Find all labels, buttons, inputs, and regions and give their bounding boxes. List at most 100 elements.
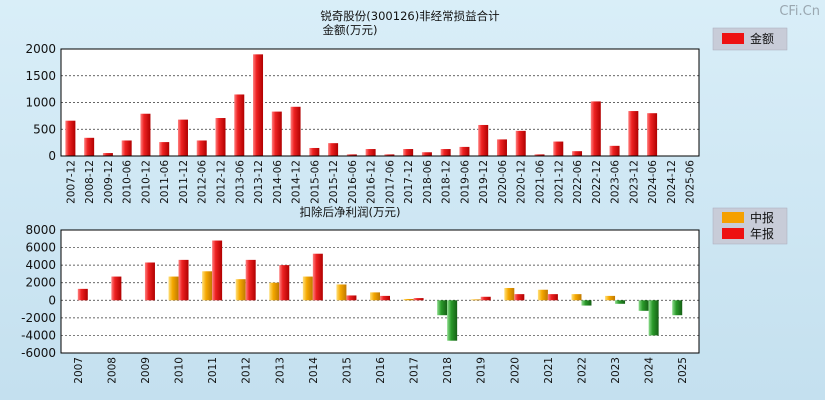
chart2-legend-swatch-annual (722, 228, 744, 239)
chart1-x-tick-label: 2020-06 (497, 160, 509, 204)
chart1-x-tick-label: 2023-06 (610, 160, 622, 204)
chart2-x-tick-label: 2019 (476, 357, 488, 384)
chart2-legend-swatch-midyear (722, 212, 744, 223)
chart1-legend-swatch (722, 33, 744, 44)
chart2-bar-annual (413, 298, 424, 301)
chart1-y-tick-labels: 0 500 1000 1500 2000 (25, 42, 56, 163)
watermark: CFi.Cn (779, 4, 820, 19)
chart1-x-tick-label: 2015-12 (328, 160, 340, 204)
chart1-x-tick-label: 2015-06 (309, 160, 321, 204)
chart1-bar (403, 149, 414, 156)
chart1-x-tick-label: 2020-12 (516, 160, 528, 204)
chart2-plot-border (60, 229, 700, 354)
chart2-legend-label-midyear: 中报 (750, 210, 774, 225)
chart2-bar-annual (312, 253, 323, 301)
chart1-x-tick-label: 2016-12 (366, 160, 378, 204)
chart1-legend: 金额 (712, 27, 788, 51)
chart1-x-tick-label: 2012-06 (197, 160, 209, 204)
chart1-bars (65, 54, 658, 156)
chart1-bar (496, 139, 507, 156)
chart1-x-tick-label: 2013-12 (253, 160, 265, 204)
chart2-bar-annual (447, 300, 458, 341)
chart2-bar-annual (514, 294, 525, 301)
chart2-bar-midyear (202, 271, 213, 301)
chart2-y-tick-label: 6000 (25, 241, 56, 255)
chart1-bar (215, 118, 226, 156)
chart1-bar (159, 142, 170, 156)
chart2-bar-midyear (638, 300, 649, 311)
chart1-bar (440, 149, 451, 156)
chart2-x-tick-label: 2009 (140, 357, 152, 384)
chart2-bar-annual (178, 259, 189, 301)
chart1-y-tick-label: 0 (48, 149, 56, 163)
chart1-bar (515, 130, 526, 156)
chart2-x-tick-labels: 2007 2008 2009 2010 2011 2012 2013 2014 2015 2016… (73, 357, 689, 384)
chart1-bar (234, 94, 245, 156)
chart1-bar (628, 111, 639, 156)
chart2-x-tick-label: 2025 (677, 357, 689, 384)
chart2-y-tick-label: 4000 (25, 258, 56, 272)
chart1-bar (534, 154, 545, 156)
chart1-plot-area (61, 49, 699, 156)
chart1-x-tick-label: 2021-12 (553, 160, 565, 204)
chart2-bar-annual (279, 265, 290, 301)
chart1-y-tick-label: 1000 (25, 96, 56, 110)
chart1-x-tick-label: 2011-12 (178, 160, 190, 204)
chart1-y-tick-label: 2000 (25, 42, 56, 56)
chart1-x-tick-label: 2009-12 (103, 160, 115, 204)
chart1-y-tick-label: 1500 (25, 69, 56, 83)
chart1-x-tick-label: 2014-12 (291, 160, 303, 204)
chart2-x-tick-label: 2007 (73, 357, 85, 384)
chart2-bar-annual (77, 288, 88, 301)
chart1-x-tick-label: 2018-06 (422, 160, 434, 204)
chart1-x-tick-label: 2016-06 (347, 160, 359, 204)
chart1-bar (328, 143, 339, 156)
chart1-bar (459, 146, 470, 156)
chart2-bar-annual (144, 262, 155, 301)
chart2-x-tick-label: 2018 (442, 357, 454, 384)
chart1-bar (140, 113, 151, 156)
chart2-plot-area (61, 230, 699, 353)
chart1-x-tick-label: 2018-12 (441, 160, 453, 204)
chart1-bar (271, 111, 282, 156)
chart2-bar-midyear (537, 289, 548, 301)
chart2-y-tick-label: -4000 (21, 328, 56, 342)
chart2-bar-annual (111, 276, 122, 301)
chart1-subtitle: 金额(万元) (323, 23, 378, 37)
chart1-x-tick-label: 2011-06 (159, 160, 171, 204)
chart1-x-tick-label: 2023-12 (628, 160, 640, 204)
chart2-x-tick-label: 2022 (576, 357, 588, 384)
chart1-x-tick-label: 2017-12 (403, 160, 415, 204)
chart1-x-tick-label: 2024-06 (647, 160, 659, 204)
chart2-title: 扣除后净利润(万元) (300, 205, 401, 219)
chart2-bar-annual (212, 240, 223, 301)
chart2-x-tick-label: 2021 (543, 357, 555, 384)
chart2-bar-annual (547, 294, 558, 301)
chart2-bar-annual (380, 295, 390, 301)
chart1-x-tick-label: 2019-12 (478, 160, 490, 204)
chart2-y-tick-label: 0 (48, 293, 56, 307)
chart2-bar-annual (245, 259, 256, 301)
chart1-bar (65, 120, 76, 156)
chart1-bar (102, 153, 113, 156)
chart2-x-tick-label: 2014 (308, 357, 320, 384)
chart1-x-tick-labels: 2007-12 2008-12 2009-12 2010-06 2010-12 2011-… (65, 160, 696, 204)
chart1-title: 锐奇股份(300126)非经常损益合计 (320, 9, 500, 23)
chart1-legend-label: 金额 (750, 31, 774, 46)
chart2-bar-annual (648, 300, 659, 336)
chart2-y-tick-label: 8000 (25, 223, 56, 237)
chart1-bar (84, 137, 95, 156)
chart1-bar (572, 151, 583, 156)
chart1-bar (309, 147, 320, 156)
chart2-y-tick-labels: -6000 -4000 -2000 0 2000 4000 6000 8000 (21, 223, 56, 360)
chart2-bar-midyear (470, 299, 481, 301)
chart1-bar (177, 119, 188, 156)
chart2-bar-midyear (504, 287, 515, 301)
chart2-bars (77, 240, 683, 341)
chart2-y-tick-label: -2000 (21, 311, 56, 325)
chart2-legend: 中报 年报 (712, 207, 788, 245)
chart2-x-tick-label: 2008 (106, 357, 118, 384)
chart2-bar-midyear (370, 292, 380, 301)
chart2-x-tick-label: 2011 (207, 357, 219, 384)
